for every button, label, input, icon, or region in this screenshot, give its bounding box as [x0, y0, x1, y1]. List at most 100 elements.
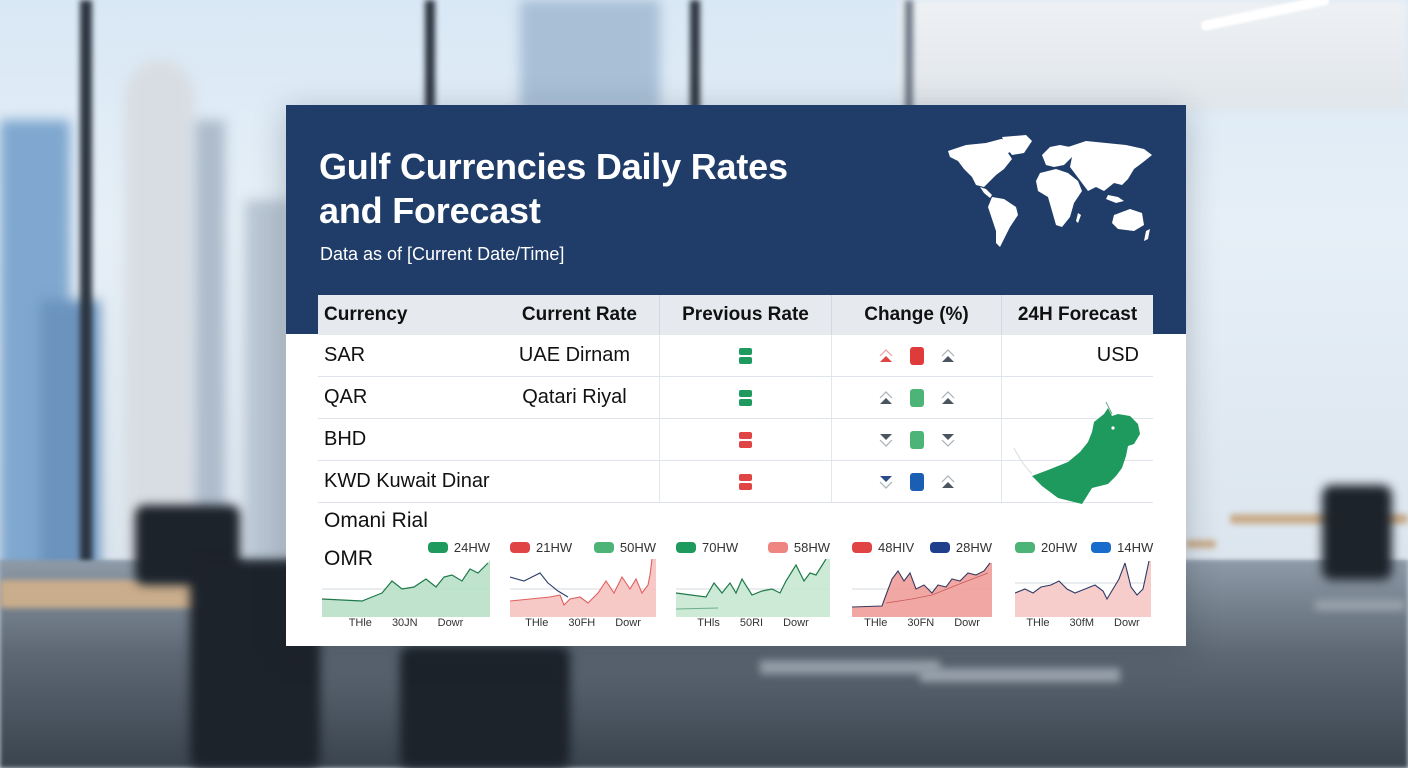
- legend-label: 50HW: [619, 539, 656, 555]
- legend-swatch: [676, 541, 696, 553]
- legend-label: 24HW: [453, 539, 490, 555]
- x-tick: Dowr: [615, 617, 641, 629]
- change-block-blue: [909, 472, 924, 491]
- table-row[interactable]: KWD Kuwait Dinar: [318, 461, 1153, 503]
- table-row[interactable]: QAR Qatari Riyal: [318, 377, 1153, 419]
- page-title: Gulf Currencies Daily Rates and Forecast: [319, 146, 788, 231]
- legend-item: 48HIV: [852, 540, 914, 555]
- chair-base: [1315, 600, 1405, 610]
- window-frame: [80, 0, 92, 620]
- chart-legend: 24HW: [322, 537, 490, 557]
- area-chart: [510, 559, 656, 617]
- sparkline-chart-5[interactable]: 20HW 14HW THle 30fM Dowr: [1015, 537, 1153, 637]
- arrow-up-gray-icon: [941, 390, 954, 404]
- legend-item: 21HW: [510, 540, 572, 555]
- sparkline-chart-2[interactable]: 21HW 50HW THle 30FH Dowr: [510, 537, 656, 637]
- current-rate: UAE Dirnam: [490, 335, 660, 376]
- change-percent: [832, 335, 1002, 376]
- sparkline-chart-4[interactable]: 48HIV 28HW THle 30FN Dowr: [852, 537, 992, 637]
- chart-legend: 20HW 14HW: [1015, 537, 1153, 557]
- building: [520, 0, 660, 110]
- legend-swatch: [510, 541, 530, 553]
- column-header-previous-rate[interactable]: Previous Rate: [660, 295, 832, 335]
- arrow-up-red-icon: [879, 348, 892, 362]
- legend-item: 50HW: [593, 539, 656, 555]
- x-axis-labels: THle 30fM Dowr: [1015, 617, 1151, 629]
- change-block-green: [909, 388, 924, 407]
- previous-rate-indicator-green: [739, 347, 752, 364]
- table: [1230, 514, 1408, 524]
- legend-item: 14HW: [1091, 540, 1153, 555]
- legend-swatch: [593, 541, 614, 553]
- x-tick: 30fM: [1069, 617, 1095, 629]
- rates-table: Currency Current Rate Previous Rate Chan…: [318, 295, 1153, 503]
- x-tick: 30FH: [568, 617, 596, 629]
- x-tick: THle: [1026, 617, 1050, 629]
- table: [1186, 540, 1216, 548]
- table-row[interactable]: SAR UAE Dirnam USD: [318, 335, 1153, 377]
- previous-rate: [660, 461, 832, 502]
- column-header-forecast[interactable]: 24H Forecast: [1017, 304, 1138, 325]
- chart-legend: 48HIV 28HW: [852, 537, 992, 557]
- x-axis-labels: THle 30FH Dowr: [510, 617, 656, 629]
- legend-label: 21HW: [536, 539, 573, 555]
- x-tick: Dowr: [1114, 617, 1140, 629]
- legend-swatch: [852, 541, 872, 553]
- legend-item: 20HW: [1015, 540, 1077, 555]
- chart-legend: 70HW 58HW: [676, 537, 830, 557]
- current-rate: [490, 461, 660, 502]
- previous-rate: [660, 335, 832, 376]
- currency-code: QAR: [324, 386, 368, 408]
- table-row[interactable]: BHD: [318, 419, 1153, 461]
- current-rate: Qatari Riyal: [490, 377, 660, 418]
- legend-item: 58HW: [767, 540, 830, 555]
- x-tick: 50RI: [739, 617, 764, 629]
- change-percent: [832, 419, 1002, 460]
- previous-rate-indicator-green: [739, 389, 752, 406]
- window-frame: [425, 0, 435, 110]
- currency-code: SAR: [324, 344, 366, 366]
- sparkline-chart-3[interactable]: 70HW 58HW THls 50RI Dowr: [676, 537, 830, 637]
- column-header-current-rate[interactable]: Current Rate: [490, 295, 660, 335]
- x-tick: 30FN: [907, 617, 935, 629]
- legend-swatch: [1091, 541, 1112, 553]
- column-header-currency[interactable]: Currency: [324, 304, 408, 325]
- change-percent: [832, 377, 1002, 418]
- building: [125, 60, 195, 580]
- legend-swatch: [427, 541, 448, 553]
- legend-label: 20HW: [1041, 539, 1078, 555]
- legend-swatch: [767, 541, 788, 553]
- x-axis-labels: THle 30FN Dowr: [852, 617, 992, 629]
- chair: [400, 646, 570, 768]
- chair: [1322, 485, 1392, 580]
- change-block-green: [909, 430, 924, 449]
- area-chart: [1015, 560, 1151, 617]
- forecast-value: USD: [1096, 344, 1139, 366]
- building: [195, 120, 225, 580]
- legend-label: 14HW: [1117, 539, 1154, 555]
- legend-item: 24HW: [427, 539, 490, 555]
- arrow-down-gray-icon: [879, 433, 892, 447]
- currency-code: KWD Kuwait Dinar: [324, 470, 490, 492]
- table-header: Currency Current Rate Previous Rate Chan…: [318, 295, 1153, 335]
- x-tick: THle: [525, 617, 549, 629]
- x-tick: THle: [864, 617, 888, 629]
- chair-base: [920, 668, 1120, 682]
- legend-label: 48HIV: [878, 539, 915, 555]
- x-axis-labels: THle 30JN Dowr: [322, 617, 490, 629]
- currency-dashboard: Gulf Currencies Daily Rates and Forecast…: [286, 105, 1186, 646]
- currency-code: BHD: [324, 428, 367, 450]
- column-header-change[interactable]: Change (%): [832, 295, 1002, 335]
- legend-label: 28HW: [955, 539, 992, 555]
- legend-swatch: [1015, 541, 1035, 553]
- legend-label: 70HW: [702, 539, 739, 555]
- sparkline-chart-1[interactable]: 24HW THle 30JN Dowr: [322, 537, 490, 637]
- omani-rial-label: Omani Rial: [324, 509, 428, 532]
- chair-base: [760, 660, 940, 674]
- previous-rate-indicator-red: [739, 473, 752, 490]
- arrow-up-gray-icon: [941, 348, 954, 362]
- change-block-red: [909, 346, 924, 365]
- x-tick: Dowr: [954, 617, 980, 629]
- ceiling: [900, 0, 1408, 110]
- x-tick: Dowr: [437, 617, 464, 629]
